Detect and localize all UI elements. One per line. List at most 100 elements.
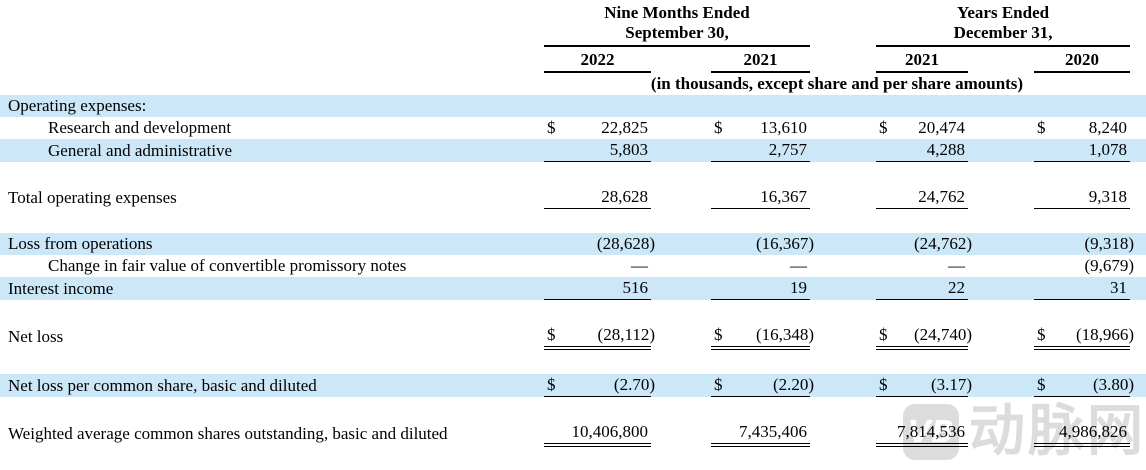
spacer-cell [0,397,1146,422]
cell-value: 10,406,800 [571,422,649,441]
dollar-sign: $ [547,118,556,137]
table-row: Net loss per common share, basic and dil… [0,374,1146,397]
column-gap [810,374,876,397]
column-gap [651,277,711,300]
value-cell: (24,762) [876,233,972,255]
dollar-sign: $ [879,118,888,137]
column-gap [810,255,876,277]
cell-value: 16,367 [760,187,808,206]
value-cell: (28,628) [544,233,655,255]
value-cell: (16,367) [711,233,814,255]
cell-value: 9,318 [1088,187,1128,206]
value-cell: (9,318) [1034,233,1134,255]
spacer-row [0,209,1146,234]
value-cell: 22 [876,277,969,300]
value-cell: $13,610 [711,117,810,139]
cell-value: — [948,256,966,275]
cell-value: 8,240 [1088,118,1128,137]
column-gap [968,139,1034,162]
year-header-row: 2022 2021 2021 2020 [0,46,1146,73]
column-gap [810,95,876,117]
dollar-sign: $ [1037,118,1046,137]
row-label: Net loss per common share, basic and dil… [8,375,317,395]
table-row: Operating expenses: [0,95,1146,117]
cell-value: 28,628 [601,187,648,206]
cell-value: 13,610 [760,118,808,137]
row-label: Change in fair value of convertible prom… [48,256,407,275]
right-pad [1130,421,1146,445]
column-gap [651,95,711,117]
right-pad [1130,139,1146,162]
dollar-sign: $ [547,325,556,344]
right-pad [1130,277,1146,300]
dollar-sign: $ [547,375,556,394]
cell-value: — [790,256,808,275]
table-row: Total operating expenses 28,628 16,367 24,7… [0,186,1146,209]
row-label: Research and development [48,118,232,137]
column-gap [810,277,876,300]
cell-value: (2.20) [772,375,815,394]
period-group-line1: Years Ended [956,3,1050,22]
value-cell: $ (16,348) [711,324,814,350]
table-row: Research and development $22,825 $13,610 $2… [0,117,1146,139]
value-cell: 7,435,406 [711,421,811,447]
value-cell: $ (2.20) [711,374,814,397]
row-label: General and administrative [48,140,233,160]
value-cell: 516 [544,277,651,300]
spacer-cell [0,300,1146,325]
column-gap [968,95,1034,117]
column-gap [968,117,1034,139]
cell-value: (18,966) [1075,325,1135,344]
value-cell: $ (28,112) [544,324,655,350]
header-spacer [0,0,544,46]
column-gap [651,139,711,162]
column-gap [810,233,876,255]
column-gap [810,139,876,162]
value-cell: $ (2.70) [544,374,655,397]
value-cell: 24,762 [876,186,969,209]
cell-value: (24,762) [913,234,973,253]
row-label: Operating expenses: [8,96,147,115]
table-row: Net loss $ (28,112) $ (16,348) $ (24,740) $ (18,… [0,324,1146,350]
spacer-row [0,348,1146,374]
cell-value: (16,348) [755,325,815,344]
column-gap [968,324,1034,348]
cell-value: (3.17) [930,375,973,394]
dollar-sign: $ [879,375,888,394]
units-note-row: (in thousands, except share and per shar… [0,72,1146,95]
column-gap [968,421,1034,445]
value-cell [876,95,968,117]
header-gap [651,46,711,72]
cell-value: (16,367) [755,234,815,253]
column-gap [651,233,711,255]
year-column-header: 2021 [711,46,811,73]
spacer-cell [0,348,1146,374]
row-label: Loss from operations [8,234,153,253]
cell-value: 516 [622,278,649,297]
right-pad [1130,117,1146,139]
dollar-sign: $ [879,325,888,344]
dollar-sign: $ [1037,375,1046,394]
cell-value: (28,112) [597,325,655,344]
year-column-header: 2020 [1034,46,1131,73]
value-cell [1034,95,1130,117]
value-cell: 7,814,536 [876,421,969,447]
period-group-years-ended: Years Ended December 31, [876,0,1131,47]
table-body: Operating expenses: Research and developm… [0,95,1146,447]
cell-value: — [631,256,648,275]
column-gap [968,374,1034,397]
income-statement-table: Nine Months Ended September 30, Years En… [0,0,1146,447]
row-label: Interest income [8,278,114,298]
cell-value: 4,288 [926,140,966,159]
column-gap [810,117,876,139]
cell-value: (9,679) [1084,256,1135,275]
period-group-line1: Nine Months Ended [604,3,750,22]
header-gap [810,46,876,72]
value-cell: 1,078 [1034,139,1131,162]
cell-value: 7,814,536 [897,422,966,441]
column-gap [651,421,711,445]
table-row: Weighted average common shares outstandi… [0,421,1146,447]
value-cell: $8,240 [1034,117,1130,139]
period-group-line2: December 31, [953,23,1053,42]
cell-value: 2,757 [768,140,808,159]
